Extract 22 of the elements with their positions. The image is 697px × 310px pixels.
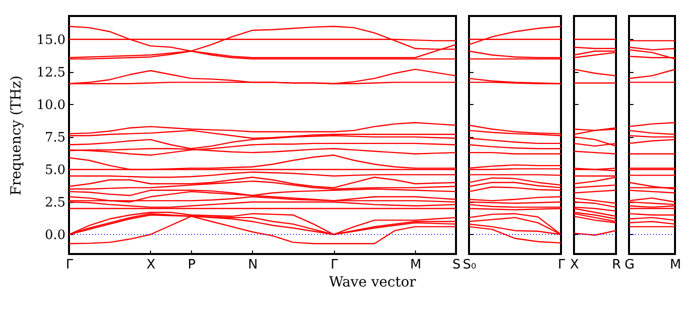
- y-axis-title: Frequency (THz): [8, 75, 24, 196]
- x-tick-label: X: [570, 258, 580, 272]
- y-tick-label: 7.5: [44, 130, 66, 146]
- x-tick-label: R: [612, 258, 622, 272]
- x-tick-label: S₀: [462, 258, 476, 272]
- x-tick-label: G: [624, 258, 635, 272]
- y-tick-label: 10.0: [36, 98, 66, 113]
- x-tick-label: Γ: [558, 258, 566, 272]
- x-tick-label: Γ: [66, 258, 74, 272]
- y-tick-label: 15.0: [36, 32, 66, 48]
- x-axis-title: Wave vector: [329, 274, 416, 290]
- x-tick-label: Γ: [330, 258, 339, 272]
- x-tick-label: X: [146, 258, 156, 272]
- x-tick-label: M: [410, 258, 422, 272]
- y-tick-label: 0.0: [44, 228, 66, 243]
- y-tick-label: 12.5: [36, 65, 66, 80]
- x-tick-label: N: [248, 258, 258, 272]
- x-tick-label: S: [452, 258, 461, 272]
- y-tick-label: 2.5: [44, 195, 66, 210]
- x-tick-label: M: [670, 258, 682, 272]
- x-tick-label: P: [188, 258, 196, 272]
- y-tick-label: 5.0: [44, 162, 66, 178]
